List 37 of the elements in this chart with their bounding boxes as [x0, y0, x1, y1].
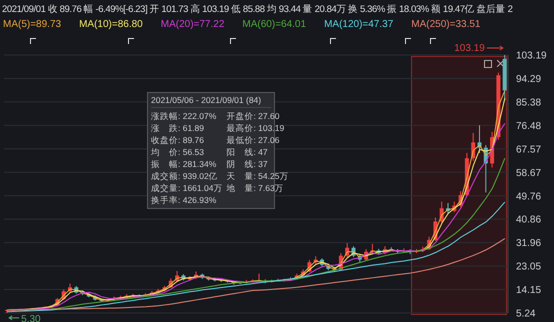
y-tick-label: 103.19	[516, 50, 548, 62]
text: MA(120)=47.37	[324, 19, 394, 30]
y-tick-label: 5.24	[516, 308, 536, 320]
annotation: 换手率: 426.93%	[151, 194, 218, 206]
y-tick-label: 58.67	[516, 168, 542, 179]
annotation: 振 幅: 281.34%	[151, 158, 218, 170]
annotation: 天 量: 54.25万	[226, 170, 288, 182]
text: MA(5)=89.73	[3, 19, 62, 30]
text: MA(20)=77.22	[160, 19, 224, 30]
text: MA(10)=86.80	[79, 19, 143, 30]
y-tick-label: 49.76	[516, 191, 542, 202]
annotation: 地 量: 7.63万	[226, 182, 285, 194]
annotation: 涨 跌: 61.89	[151, 122, 205, 134]
y-tick-label: 76.48	[516, 120, 542, 132]
y-tick-label: 94.29	[516, 74, 542, 85]
text: 5.30	[21, 314, 42, 322]
annotation: 阳 线: 47	[226, 146, 269, 158]
y-tick-label: 67.57	[516, 144, 542, 156]
annotation: 收盘价: 89.76	[151, 134, 205, 146]
annotation: 开盘价: 27.60	[226, 110, 280, 122]
y-tick-label: 31.96	[516, 238, 542, 250]
annotation: 成交额: 939.02亿	[151, 170, 219, 182]
y-tick-label: 40.86	[516, 214, 542, 226]
text: 103.19	[454, 43, 486, 54]
y-tick-label: 14.15	[516, 285, 542, 296]
annotation: 最低价: 27.06	[226, 134, 280, 146]
text: MA(250)=33.51	[411, 19, 480, 30]
annotation: 最高价: 103.19	[226, 122, 286, 134]
annotation: 均 价: 56.53	[151, 146, 205, 158]
annotation: 成交量: 1661.04万	[151, 182, 222, 194]
y-tick-label: 85.38	[516, 97, 542, 108]
text: 2021/09/01 收 89.76 幅 -6.49%[-6.23] 开 101.73 高 103.19 低 85.88 均 93.44 量 20.84万 换 5.36% 振 18.03% 额 19.47亿 盘后量 2	[2, 3, 512, 16]
text: MA(60)=64.01	[242, 19, 306, 30]
annotation: 2021/05/06 - 2021/09/01 (84)	[151, 95, 271, 108]
annotation: 阴 线: 37	[226, 158, 269, 170]
y-tick-label: 23.05	[516, 262, 542, 273]
annotation: 涨跌幅: 222.07%	[151, 110, 218, 122]
